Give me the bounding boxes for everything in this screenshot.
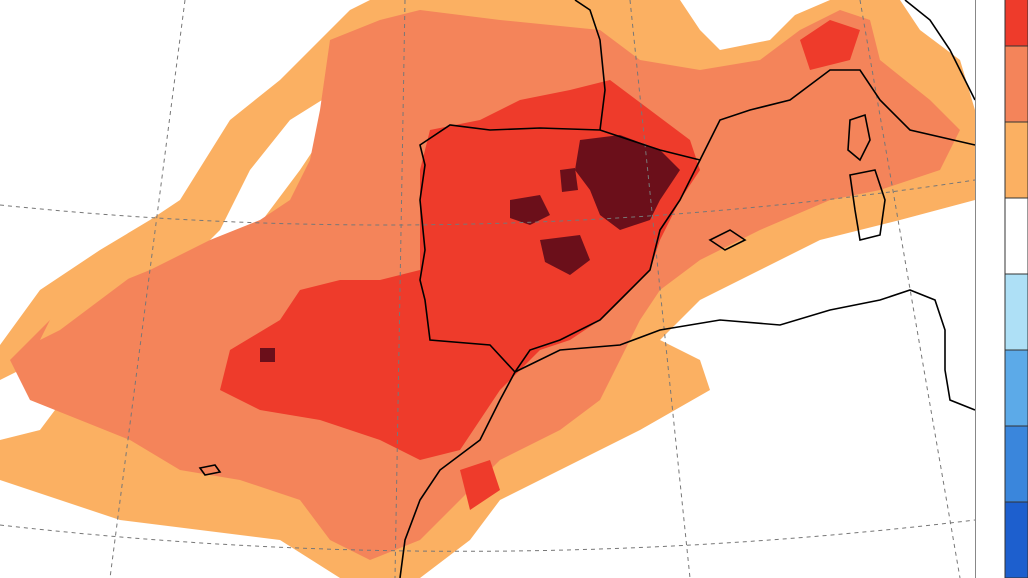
colorbar-segment	[1004, 197, 1028, 275]
corsica	[847, 113, 871, 162]
colorbar-segment	[1004, 273, 1028, 351]
grid-line	[109, 0, 186, 578]
anomaly-extreme	[260, 348, 275, 362]
france-coast	[574, 0, 606, 131]
anomaly-hole	[40, 250, 140, 340]
africa-west-coast	[399, 371, 516, 578]
balearics	[708, 229, 747, 251]
anomaly-field	[0, 0, 975, 578]
anomaly-extreme	[540, 235, 590, 275]
colorbar-segment	[1004, 45, 1028, 123]
grid-line	[0, 179, 976, 226]
africa-coast	[514, 289, 976, 411]
colorbar-segment	[1004, 501, 1028, 578]
grid-line	[629, 0, 691, 578]
colorbar-segment	[1004, 121, 1028, 199]
coastlines	[198, 0, 976, 578]
anomaly-extreme	[560, 168, 578, 192]
colorbar-segment	[1004, 349, 1028, 427]
iberia-coast	[419, 124, 702, 374]
colorbar-segment	[1004, 0, 1028, 47]
anomaly-high	[460, 460, 500, 510]
anomaly-extreme	[575, 135, 680, 230]
grid-line	[394, 0, 406, 578]
grid-line	[0, 519, 976, 552]
anomaly-extreme	[510, 195, 550, 225]
colorbar-segment	[1004, 425, 1028, 503]
france-south-coast	[699, 69, 976, 161]
colorbar	[1004, 0, 1028, 578]
sardinia	[849, 169, 886, 241]
anomaly-hole	[700, 0, 800, 50]
canary-islands	[198, 464, 222, 476]
anomaly-high	[800, 20, 860, 70]
italy-coast	[904, 0, 976, 101]
